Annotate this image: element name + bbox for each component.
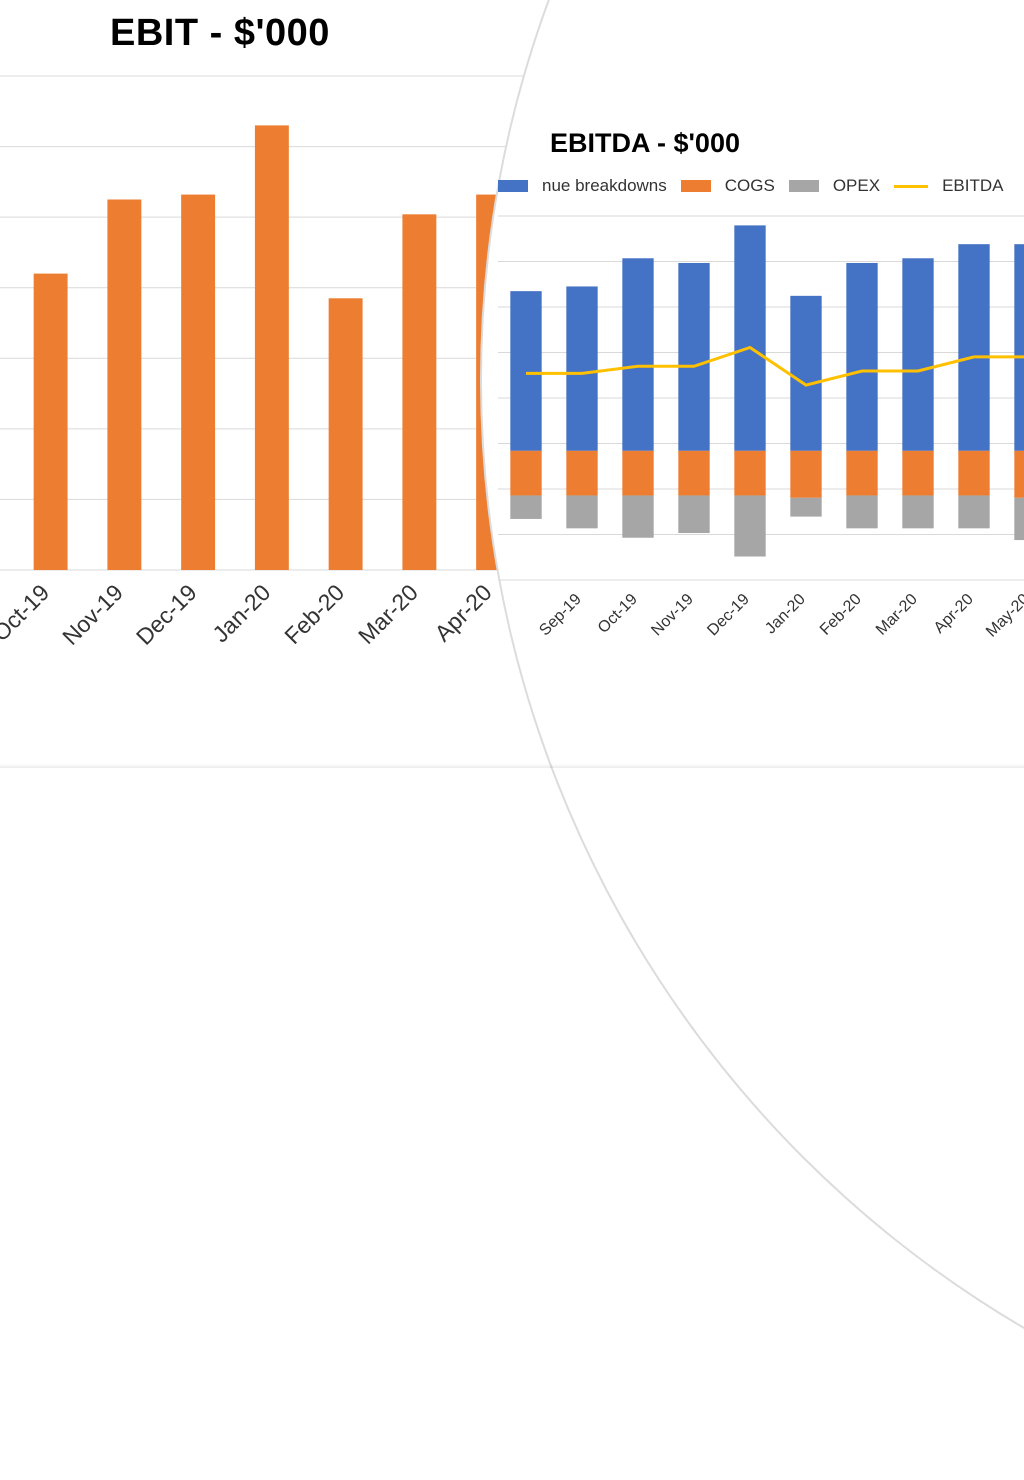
ebitda-x-label: Mar-20 (873, 591, 921, 639)
ebit-x-label: Oct-19 (0, 579, 54, 646)
revenue-bar (790, 296, 821, 451)
ebit-chart: EBIT - $'000 Sep-19Oct-19Nov-19Dec-19Jan… (0, 0, 530, 790)
revenue-bar (958, 244, 989, 451)
ebit-x-label: Feb-20 (279, 579, 349, 649)
ebitda-x-label: Apr-20 (931, 591, 977, 637)
ebit-bars (0, 125, 510, 570)
ebit-x-axis: Sep-19Oct-19Nov-19Dec-19Jan-20Feb-20Mar-… (0, 579, 497, 650)
revenue-bar (622, 258, 653, 451)
legend-label-opex: OPEX (833, 176, 880, 196)
opex-bar (846, 495, 877, 528)
cogs-bar (622, 451, 653, 496)
revenue-bar (566, 286, 597, 450)
ebitda-x-label: Nov-19 (648, 591, 697, 640)
legend-label-ebitda: EBITDA (942, 176, 1003, 196)
revenue-bar (734, 225, 765, 450)
ebit-x-label: Mar-20 (353, 579, 423, 649)
stage: EBIT - $'000 Sep-19Oct-19Nov-19Dec-19Jan… (0, 0, 1024, 768)
opex-bar (790, 498, 821, 517)
legend-label-cogs: COGS (725, 176, 775, 196)
ebitda-x-label: Feb-20 (817, 591, 865, 639)
ebit-bar (255, 125, 289, 570)
legend-swatch-cogs (681, 180, 711, 192)
legend-label-rev: nue breakdowns (542, 176, 667, 196)
opex-bar (622, 495, 653, 537)
bottom-shadow (0, 764, 1024, 768)
opex-bar (678, 495, 709, 533)
ebitda-x-label: Dec-19 (704, 591, 753, 640)
revenue-bar (510, 291, 541, 451)
cogs-bar (958, 451, 989, 496)
ebitda-x-label: Jan-20 (762, 591, 809, 638)
cogs-bar (566, 451, 597, 496)
revenue-bar (846, 263, 877, 451)
ebit-bar (181, 195, 215, 570)
cogs-bar (846, 451, 877, 496)
ebitda-plot: Aug-19Sep-19Oct-19Nov-19Dec-19Jan-20Feb-… (498, 210, 1024, 670)
cogs-bar (790, 451, 821, 498)
ebitda-x-label: May-20 (983, 591, 1024, 641)
revenue-bar (1014, 244, 1024, 451)
ebit-x-label: Nov-19 (57, 579, 128, 650)
cogs-bar (734, 451, 765, 496)
ebit-x-label: Apr-20 (429, 579, 496, 646)
opex-bar (734, 495, 765, 556)
ebitda-chart: EBITDA - $'000 nue breakdowns COGS OPEX EBI… (498, 100, 1024, 720)
ebitda-x-axis: Aug-19Sep-19Oct-19Nov-19Dec-19Jan-20Feb-… (498, 591, 1024, 641)
legend-swatch-opex (789, 180, 819, 192)
ebitda-title: EBITDA - $'000 (550, 128, 740, 159)
opex-bar (958, 495, 989, 528)
ebit-x-label: Dec-19 (131, 579, 202, 650)
revenue-bar (678, 263, 709, 451)
ebit-bar (107, 200, 141, 571)
legend-swatch-rev (498, 180, 528, 192)
ebit-title: EBIT - $'000 (110, 12, 330, 55)
ebitda-x-label: Sep-19 (536, 591, 585, 640)
cogs-bar (510, 451, 541, 496)
ebit-bar (329, 298, 363, 570)
cogs-bar (678, 451, 709, 496)
opex-bar (566, 495, 597, 528)
cogs-bar (1014, 451, 1024, 498)
opex-bar (510, 495, 541, 518)
ebit-plot: Sep-19Oct-19Nov-19Dec-19Jan-20Feb-20Mar-… (0, 70, 530, 690)
ebit-x-label: Jan-20 (207, 579, 275, 647)
ebitda-legend: nue breakdowns COGS OPEX EBITDA (498, 176, 1024, 196)
legend-line-ebitda (894, 185, 928, 188)
ebitda-bars (510, 225, 1024, 556)
ebitda-line-series (526, 348, 1024, 386)
opex-bar (1014, 498, 1024, 540)
revenue-bar (902, 258, 933, 451)
cogs-bar (902, 451, 933, 496)
ebitda-x-label: Oct-19 (595, 591, 641, 637)
ebit-bar (34, 274, 68, 570)
opex-bar (902, 495, 933, 528)
ebit-bar (402, 214, 436, 570)
